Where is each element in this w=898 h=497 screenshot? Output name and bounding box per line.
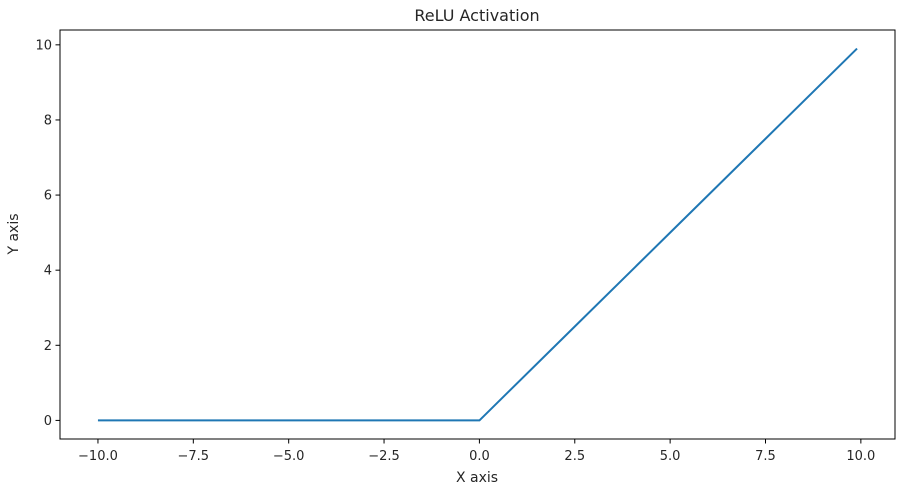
x-tick-label: −10.0: [78, 449, 118, 464]
x-tick-label: 10.0: [846, 449, 875, 464]
x-tick-label: −2.5: [368, 449, 400, 464]
y-tick-label: 0: [44, 414, 52, 429]
relu-series-line: [97, 47, 858, 422]
series-layer: [97, 47, 858, 422]
x-tick-label: −5.0: [273, 449, 305, 464]
x-axis-ticks: −10.0 −7.5 −5.0 −2.5 0.0 2.5 5.0 7.5 10.0: [78, 439, 875, 464]
plot-frame: [59, 29, 896, 440]
y-axis-ticks: 0 2 4 6 8 10: [35, 38, 60, 429]
y-tick-label: 10: [35, 38, 52, 53]
y-axis-label: Y axis: [6, 213, 22, 255]
y-tick-label: 2: [44, 339, 52, 354]
y-tick-label: 6: [44, 189, 52, 204]
x-tick-label: 0.0: [469, 449, 490, 464]
x-tick-label: 5.0: [660, 449, 681, 464]
x-axis-label: X axis: [456, 470, 498, 486]
y-tick-label: 8: [44, 113, 52, 128]
x-tick-label: −7.5: [178, 449, 210, 464]
x-tick-label: 7.5: [755, 449, 776, 464]
chart-title: ReLU Activation: [414, 6, 539, 25]
y-tick-label: 4: [44, 264, 52, 279]
x-tick-label: 2.5: [564, 449, 585, 464]
